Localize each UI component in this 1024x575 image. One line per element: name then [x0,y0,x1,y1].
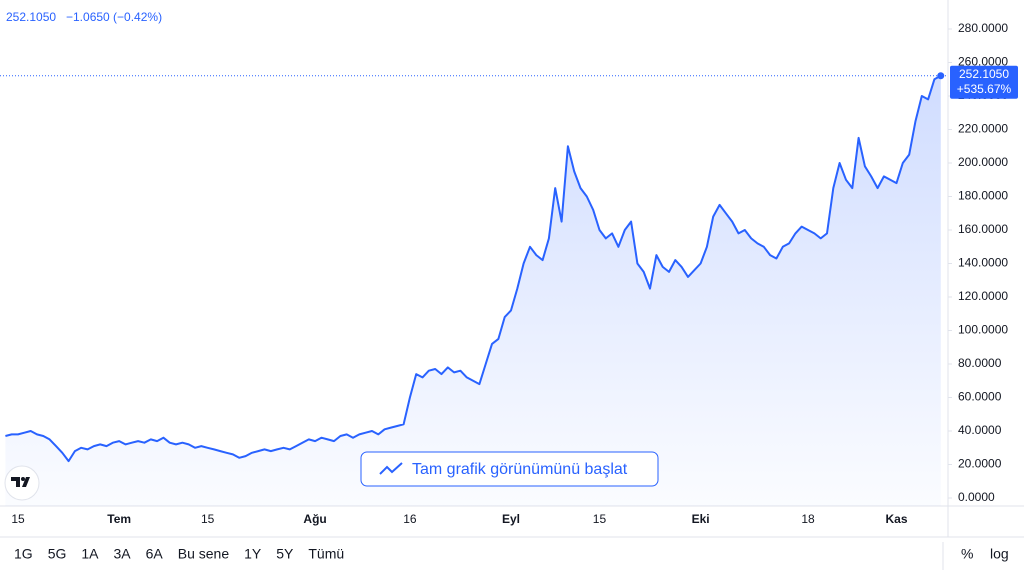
y-tick-label: 160.0000 [958,222,1008,236]
range-button[interactable]: 5Y [276,546,294,562]
full-chart-label[interactable]: Tam grafik görünümünü başlat [412,461,628,478]
range-button[interactable]: Bu sene [178,546,230,562]
y-tick-label: 40.0000 [958,423,1002,437]
y-tick-label: 140.0000 [958,256,1008,270]
y-tick-label: 260.0000 [958,55,1008,69]
last-change-label: +535.67% [957,82,1012,96]
tradingview-logo [4,465,40,501]
area [5,75,941,506]
y-tick-label: 180.0000 [958,189,1008,203]
y-tick-label: 220.0000 [958,122,1008,136]
range-button[interactable]: 5G [48,546,67,562]
y-tick-label: 0.0000 [958,490,995,504]
x-tick-label: 18 [801,512,815,526]
range-button[interactable]: 1Y [244,546,262,562]
log-toggle[interactable]: log [990,546,1009,562]
y-tick-label: 60.0000 [958,390,1002,404]
range-button[interactable]: 6A [146,546,164,562]
x-tick-label: Tem [107,512,131,526]
range-button[interactable]: Tümü [308,546,344,562]
range-button[interactable]: 1A [81,546,99,562]
range-button[interactable]: 1G [14,546,33,562]
x-tick-label: 16 [403,512,417,526]
last-point [937,72,945,80]
legend-change: −1.0650 (−0.42%) [66,10,162,24]
x-tick-label: Kas [886,512,908,526]
x-tick-label: 15 [201,512,215,526]
range-toolbar: 1G 5G 1A 3A 6A Bu sene 1Y 5Y Tümü [14,546,344,562]
x-tick-label: 15 [11,512,25,526]
x-tick-label: Eki [692,512,710,526]
y-tick-label: 80.0000 [958,356,1002,370]
plot: 0.0000 20.0000 40.0000 60.0000 80.0000 100.00… [0,21,1018,526]
y-tick-label: 200.0000 [958,155,1008,169]
y-tick-label: 100.0000 [958,323,1008,337]
y-tick-label: 120.0000 [958,289,1008,303]
y-tick-label: 280.0000 [958,21,1008,35]
last-price-label: 252.1050 [959,67,1009,81]
legend-price: 252.1050 [6,10,56,24]
x-tick-label: Ağu [303,512,326,526]
range-button[interactable]: 3A [114,546,132,562]
last-price-badge [950,65,1018,99]
percent-toggle[interactable]: % [961,546,973,562]
y-tick-label: 20.0000 [958,457,1002,471]
x-tick-label: Eyl [502,512,520,526]
price-line [5,74,942,463]
full-chart-button[interactable]: Tam grafik görünümünü başlat [360,451,659,487]
x-tick-label: 15 [593,512,607,526]
